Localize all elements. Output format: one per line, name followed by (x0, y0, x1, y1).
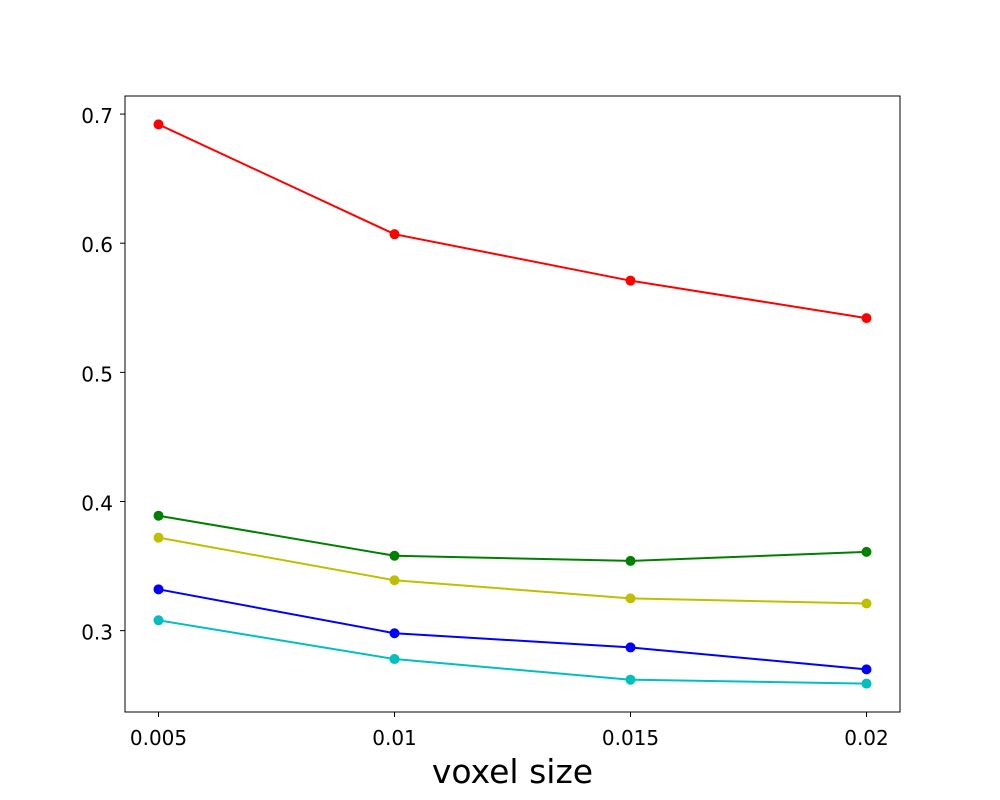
x-tick-label: 0.005 (130, 726, 187, 750)
data-point-series-1 (625, 555, 636, 566)
data-point-series-2 (861, 598, 872, 609)
data-point-series-0 (861, 313, 872, 324)
series-layer (153, 119, 872, 689)
y-tick-label: 0.4 (81, 492, 113, 516)
x-tick-label: 0.015 (602, 726, 659, 750)
data-point-series-2 (625, 593, 636, 604)
series-line-2 (158, 536, 867, 605)
series-line-1 (158, 514, 867, 562)
y-tick-label: 0.6 (81, 233, 113, 257)
y-tick-label: 0.5 (81, 362, 113, 386)
y-axis: 0.3 0.4 0.5 0.6 0.7 (81, 104, 125, 645)
y-tick-label: 0.7 (81, 104, 113, 128)
plot-frame (124, 95, 901, 713)
x-tick-label: 0.02 (844, 726, 889, 750)
data-point-series-1 (861, 546, 872, 557)
x-axis: 0.005 0.01 0.015 0.02 (130, 712, 889, 750)
series-line-4 (158, 619, 867, 685)
data-point-series-0 (625, 275, 636, 286)
x-tick-label: 0.01 (372, 726, 417, 750)
data-point-series-3 (861, 664, 872, 675)
data-point-series-2 (153, 532, 164, 543)
data-point-series-0 (389, 229, 400, 240)
data-point-series-3 (625, 642, 636, 653)
series-line-0 (158, 123, 867, 320)
data-point-series-3 (153, 584, 164, 595)
data-point-series-4 (153, 615, 164, 626)
data-point-series-4 (389, 654, 400, 665)
data-point-series-1 (389, 550, 400, 561)
data-point-series-4 (625, 674, 636, 685)
data-point-series-3 (389, 628, 400, 639)
data-point-series-4 (861, 678, 872, 689)
data-point-series-2 (389, 575, 400, 586)
series-line-3 (158, 588, 867, 671)
y-tick-label: 0.3 (81, 621, 113, 645)
x-axis-title: voxel size (432, 752, 593, 791)
data-point-series-1 (153, 510, 164, 521)
data-point-series-0 (153, 119, 164, 130)
